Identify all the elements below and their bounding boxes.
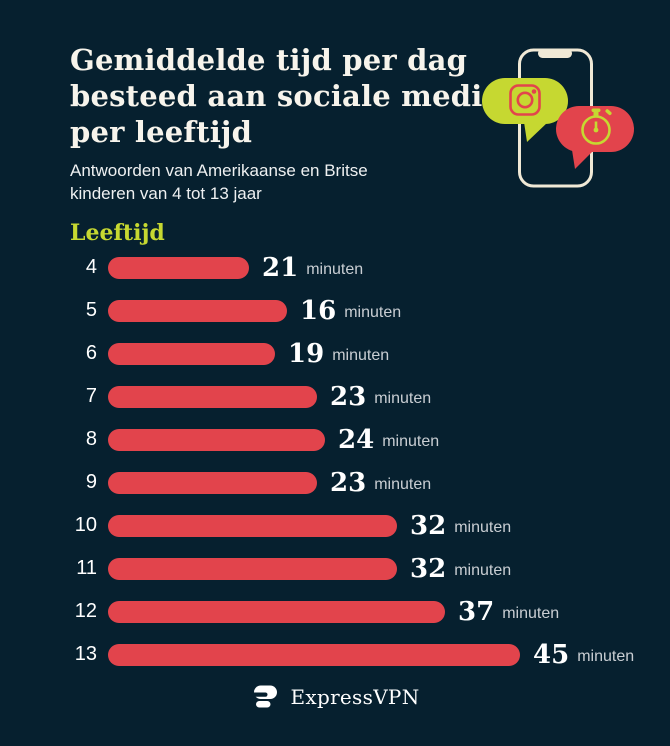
age-label: 9 [85, 471, 97, 493]
title-line: Gemiddelde tijd per dag [70, 43, 468, 77]
minutes-value: 16 [300, 295, 337, 326]
chart-row: 5 16 minuten [70, 289, 670, 332]
axis-group-label: Leeftijd [70, 220, 165, 246]
minutes-value: 32 [410, 553, 447, 584]
chart-row: 9 23 minuten [70, 461, 670, 504]
age-label: 11 [76, 557, 97, 579]
value-bar [108, 600, 445, 623]
minutes-unit: minuten [374, 475, 432, 493]
bar-chart: 4 21 minuten 5 16 minuten 6 19 minuten 7… [70, 246, 670, 676]
minutes-unit: minuten [344, 303, 402, 321]
infographic: Gemiddelde tijd per dag besteed aan soci… [70, 42, 670, 676]
expressvpn-logo-icon [251, 685, 278, 708]
chart-row: 7 23 minuten [70, 375, 670, 418]
value-bar [108, 299, 287, 322]
subtitle: Antwoorden van Amerikaanse en Britse kin… [70, 159, 670, 205]
minutes-value: 32 [410, 510, 447, 541]
value-bar [108, 342, 275, 365]
value-bar [108, 428, 325, 451]
minutes-unit: minuten [382, 432, 440, 450]
age-label: 10 [74, 514, 97, 536]
minutes-value: 45 [533, 639, 570, 670]
chart-row: 8 24 minuten [70, 418, 670, 461]
minutes-value: 19 [288, 338, 325, 369]
chart-row: 4 21 minuten [70, 246, 670, 289]
age-label: 12 [74, 600, 97, 622]
minutes-unit: minuten [454, 518, 512, 536]
speech-bubble-green [482, 78, 568, 142]
subtitle-line: kinderen van 4 tot 13 jaar [70, 184, 262, 203]
minutes-value: 21 [262, 252, 299, 283]
subtitle-line: Antwoorden van Amerikaanse en Britse [70, 161, 368, 180]
age-label: 8 [85, 428, 97, 450]
value-bar [108, 385, 317, 408]
page-title: Gemiddelde tijd per dag besteed aan soci… [70, 42, 670, 150]
minutes-unit: minuten [306, 260, 364, 278]
value-bar [108, 643, 520, 666]
instagram-icon [509, 84, 541, 116]
chart-row: 10 32 minuten [70, 504, 670, 547]
footer-brand: ExpressVPN [0, 682, 670, 712]
minutes-unit: minuten [374, 389, 432, 407]
chart-row: 12 37 minuten [70, 590, 670, 633]
stopwatch-icon [581, 108, 612, 145]
title-line: besteed aan sociale media [70, 79, 502, 113]
chart-row: 6 19 minuten [70, 332, 670, 375]
minutes-value: 23 [330, 381, 367, 412]
minutes-value: 23 [330, 467, 367, 498]
value-bar [108, 557, 397, 580]
value-bar [108, 471, 317, 494]
minutes-unit: minuten [332, 346, 390, 364]
age-label: 5 [85, 299, 97, 321]
chart-row: 11 32 minuten [70, 547, 670, 590]
minutes-unit: minuten [454, 561, 512, 579]
value-bar [108, 256, 249, 279]
age-label: 7 [85, 385, 97, 407]
speech-bubble-red [556, 106, 634, 169]
minutes-unit: minuten [577, 647, 635, 665]
minutes-value: 37 [458, 596, 495, 627]
minutes-unit: minuten [502, 604, 560, 622]
phone-illustration [482, 48, 634, 188]
age-label: 13 [74, 643, 97, 665]
minutes-value: 24 [338, 424, 375, 455]
age-label: 4 [85, 256, 97, 278]
title-line: per leeftijd [70, 115, 253, 149]
age-label: 6 [85, 342, 97, 364]
value-bar [108, 514, 397, 537]
chart-row: 13 45 minuten [70, 633, 670, 676]
expressvpn-wordmark: ExpressVPN [290, 685, 420, 709]
